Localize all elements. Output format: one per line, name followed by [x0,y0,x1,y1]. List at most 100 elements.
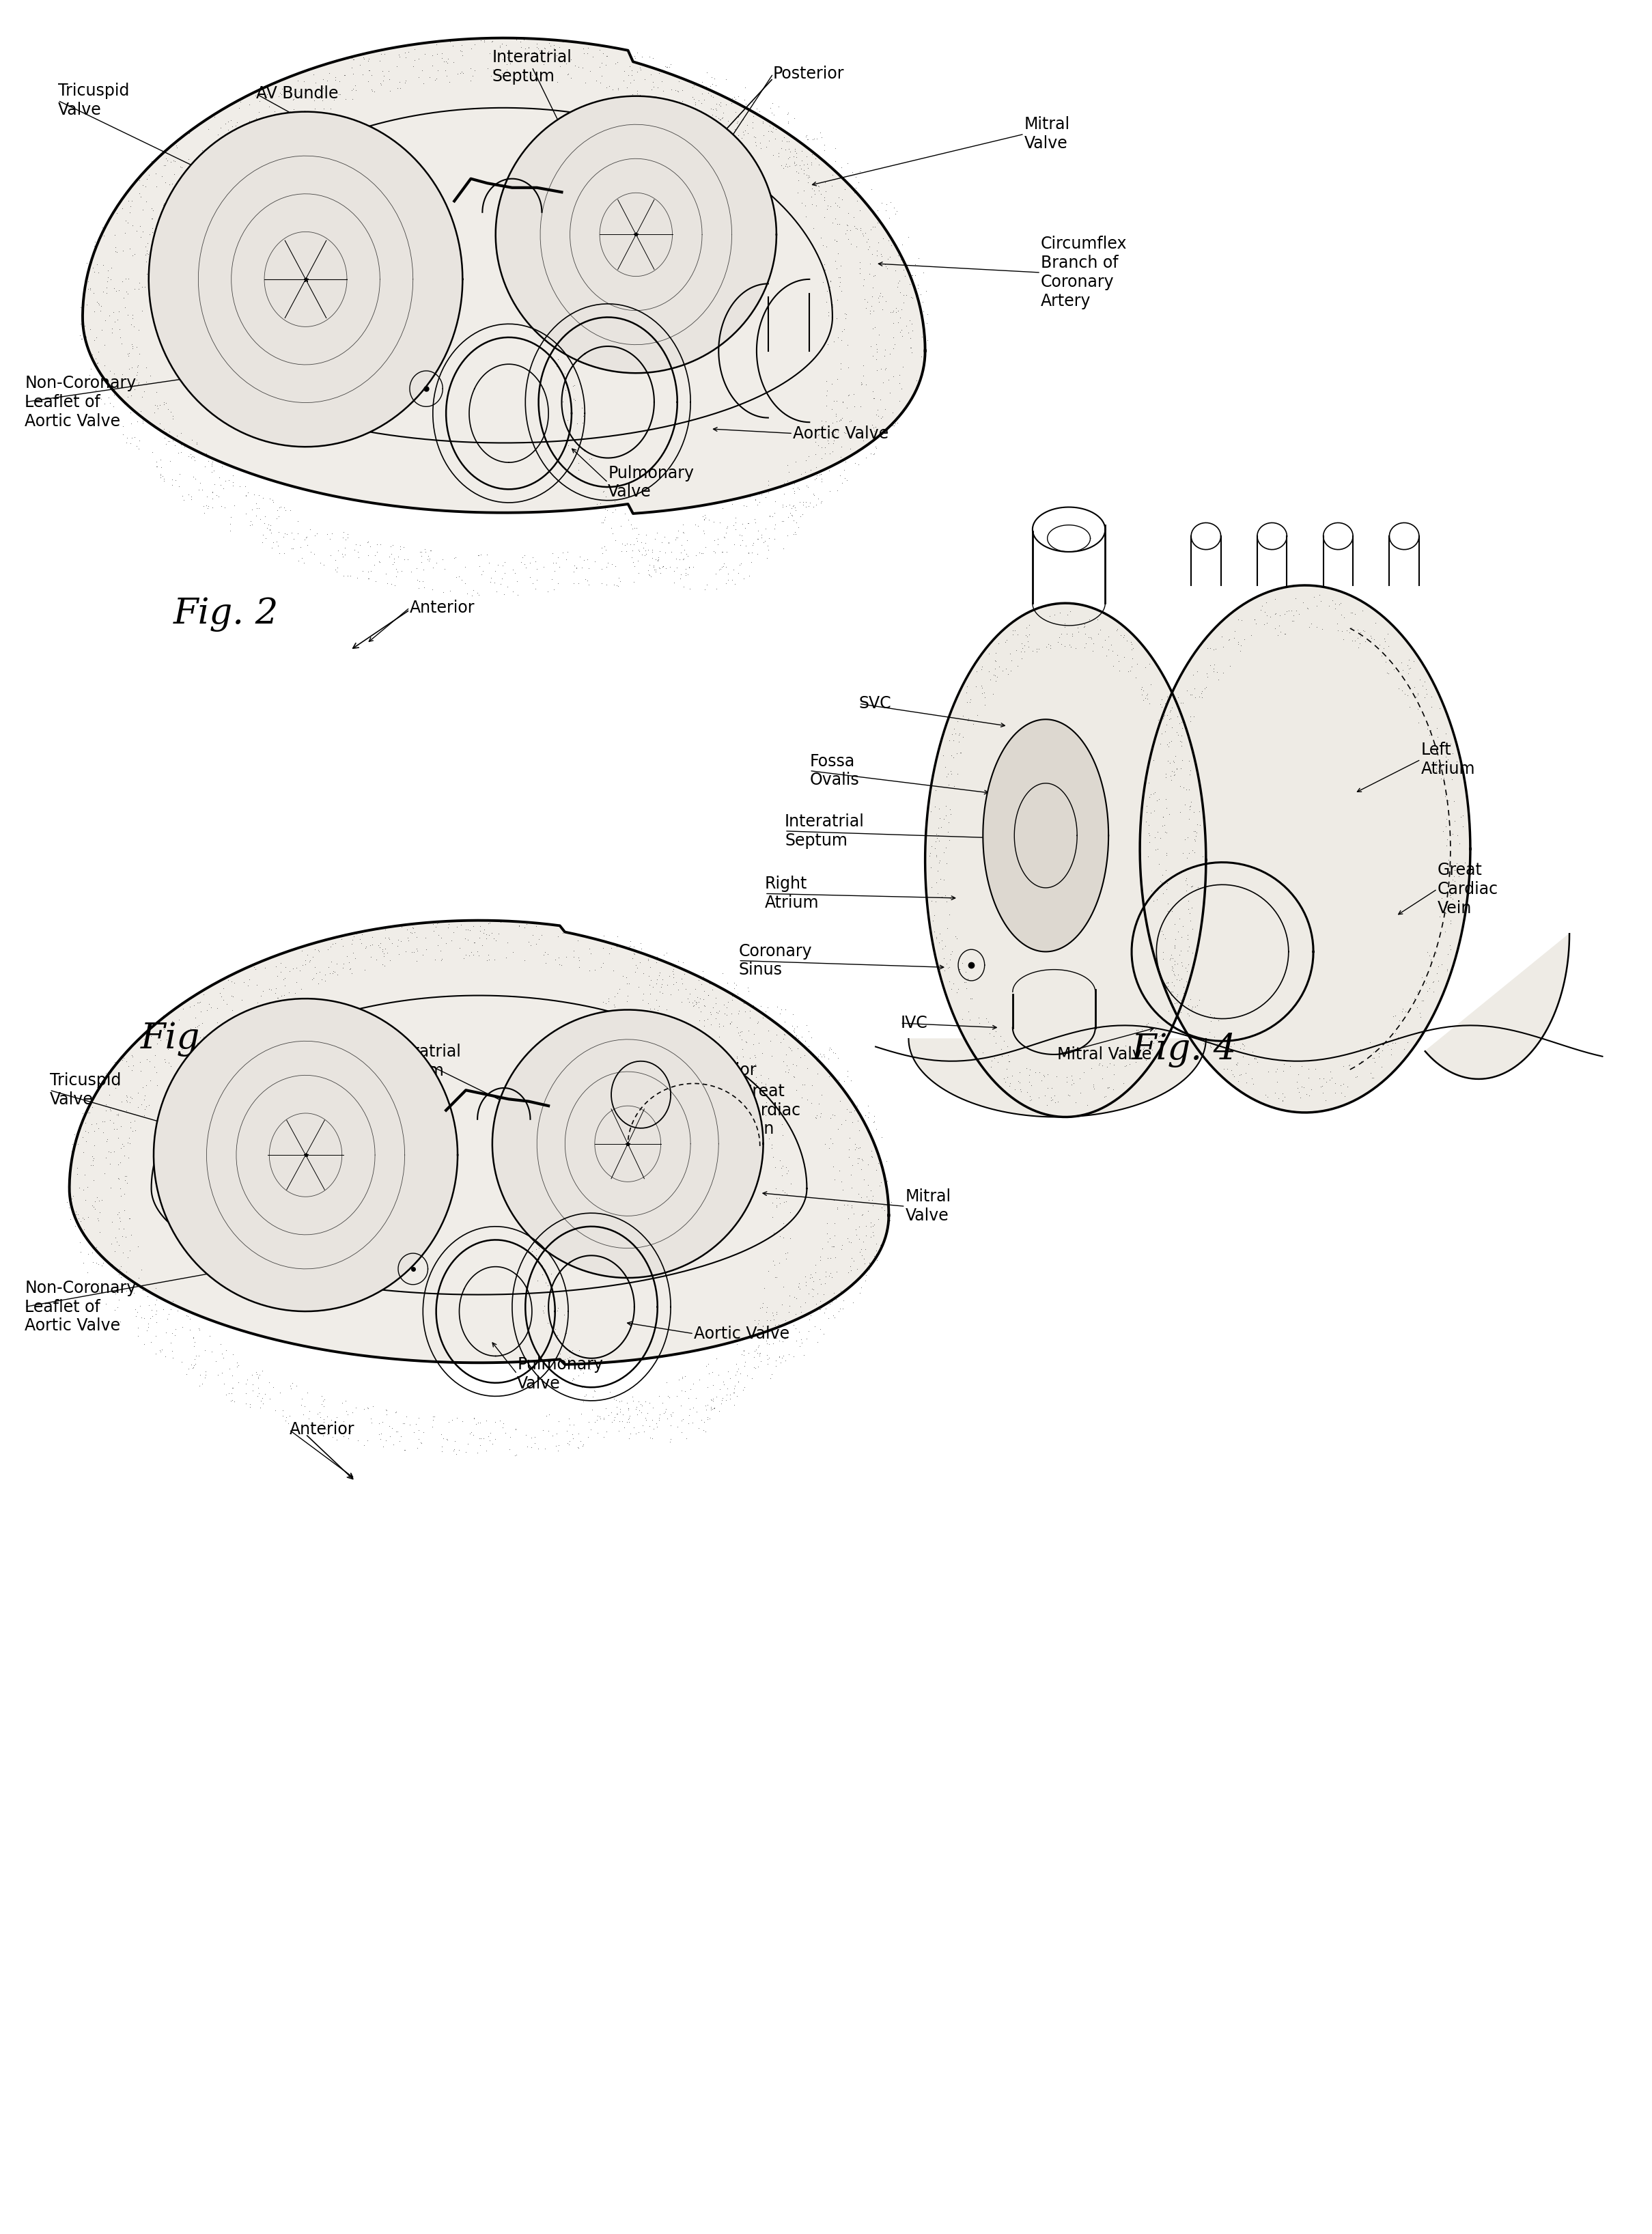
Point [938,737,965,773]
Point [856,1088,882,1124]
Point [329,536,355,572]
Point [1417,713,1444,748]
Point [268,945,294,981]
Point [623,1392,649,1428]
Point [380,545,406,581]
Point [268,978,294,1014]
Point [841,1195,867,1231]
Point [781,465,808,500]
Point [91,1104,117,1139]
Point [770,489,796,525]
Point [720,507,747,543]
Point [1100,1048,1127,1083]
Point [1041,596,1067,632]
Point [783,1072,809,1108]
Point [649,74,676,109]
Point [474,1432,501,1468]
Point [1388,643,1414,679]
Point [859,1209,885,1244]
Point [862,1233,889,1269]
Point [458,911,484,947]
Point [405,1401,431,1436]
Point [1198,1030,1224,1066]
Point [653,550,679,585]
Point [859,337,885,373]
Point [839,1104,866,1139]
Point [590,1401,616,1436]
Point [468,536,494,572]
Point [965,1001,991,1037]
Point [1204,655,1231,690]
Point [282,96,309,132]
Point [243,78,269,114]
Point [188,132,215,168]
Point [770,1016,796,1052]
Point [710,1363,737,1398]
Point [795,1050,821,1086]
Point [923,918,950,954]
Point [813,228,839,264]
Point [1059,617,1085,652]
Point [436,1405,463,1441]
Point [674,107,700,143]
Point [750,105,776,141]
Point [846,1209,872,1244]
Point [781,1012,808,1048]
Point [623,54,649,89]
Point [122,1113,149,1148]
Point [1346,626,1373,661]
Point [762,112,788,147]
Point [157,1291,183,1327]
Point [530,1296,557,1331]
Point [783,134,809,170]
Point [1118,623,1145,659]
Point [834,145,861,181]
Point [127,179,154,214]
Point [818,264,844,299]
Point [629,1407,656,1443]
Point [121,1276,147,1311]
Point [771,118,798,154]
Point [1170,976,1196,1012]
Point [535,574,562,610]
Point [428,932,454,967]
Point [112,275,139,311]
Point [677,1372,704,1407]
Point [762,121,788,156]
Point [805,168,831,203]
Point [768,1106,795,1142]
Point [705,1356,732,1392]
Point [264,981,291,1016]
Point [657,1407,684,1443]
Point [159,462,185,498]
Point [119,391,145,427]
Point [425,54,451,89]
Point [1175,820,1201,856]
Point [570,36,596,71]
Point [220,467,246,503]
Point [1085,617,1112,652]
Point [324,956,350,992]
Point [644,543,671,579]
Point [249,974,276,1010]
Point [97,1092,124,1128]
Point [636,967,662,1003]
Point [811,165,838,201]
Point [1267,596,1294,632]
Point [669,71,695,107]
Point [530,550,557,585]
Point [1285,1057,1312,1092]
Point [1173,771,1199,806]
Point [724,105,750,141]
Point [332,529,358,565]
Point [542,554,568,590]
Point [775,1052,801,1088]
Point [712,565,738,601]
Point [529,1258,555,1293]
Point [337,952,363,987]
Point [481,920,507,956]
Point [737,1041,763,1077]
Point [249,525,276,561]
Point [220,978,246,1014]
Point [107,1083,134,1119]
